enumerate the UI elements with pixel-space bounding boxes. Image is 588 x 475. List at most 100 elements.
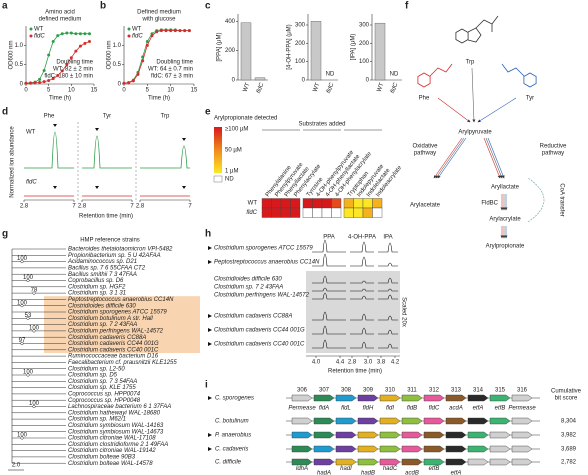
strain-label: Bacillus smithii 7 3 47FAA bbox=[68, 272, 137, 278]
data-point bbox=[136, 72, 140, 76]
highlight bbox=[44, 296, 200, 353]
heatmap-cell bbox=[343, 207, 354, 218]
marker bbox=[208, 246, 212, 250]
heatmap-cell bbox=[331, 207, 342, 218]
gene-arrow bbox=[291, 431, 313, 439]
color-bar bbox=[214, 127, 222, 173]
trace bbox=[378, 277, 398, 284]
marker bbox=[208, 342, 212, 346]
data-point bbox=[51, 39, 55, 43]
gene-arrow bbox=[489, 417, 511, 425]
strain-label: Coprococcus sp. HPP0074 bbox=[68, 391, 141, 397]
data-point bbox=[187, 29, 191, 33]
gene-arrow bbox=[379, 458, 401, 466]
node bbox=[26, 278, 30, 283]
molecule-label: Phe bbox=[419, 96, 430, 102]
heatmap-cell bbox=[290, 207, 301, 218]
heatmap-cell bbox=[290, 198, 301, 209]
peak-arrow bbox=[53, 124, 57, 127]
y-tick-label: 0.5 bbox=[113, 62, 122, 68]
y-tick-label: 0 bbox=[118, 82, 122, 88]
gene-name: fldC bbox=[429, 406, 440, 412]
y-tick-label: 200 bbox=[295, 41, 306, 47]
strain-label: Clostridium cadaveris CC44 001G bbox=[214, 328, 305, 334]
x-tick-label: 5 bbox=[47, 88, 51, 94]
bit-score: 3,982 bbox=[561, 433, 577, 439]
legend-label: ≥100 µM bbox=[225, 127, 248, 133]
y-tick-label: 0 bbox=[20, 82, 24, 88]
strain-label: Lachnospiraceae bacterium 6 1 37FAA bbox=[68, 404, 171, 410]
value-label: ND bbox=[390, 72, 399, 78]
strain-label: Clostridium sp. M62/1 bbox=[68, 417, 126, 423]
heatmap-cell bbox=[312, 198, 323, 209]
trace bbox=[378, 288, 398, 292]
strain-label: Clostridium sp. 7 2 43FAA bbox=[214, 285, 283, 291]
data-point bbox=[122, 81, 126, 85]
gene-arrow bbox=[357, 458, 379, 466]
gene-arrow bbox=[335, 431, 357, 439]
gene-arrow bbox=[357, 445, 379, 453]
node bbox=[26, 373, 30, 377]
marker bbox=[208, 447, 212, 451]
legend-swatch bbox=[29, 27, 33, 31]
data-point bbox=[178, 29, 182, 33]
bootstrap-label: 97 bbox=[19, 338, 26, 344]
heatmap-cell bbox=[362, 207, 373, 218]
y-tick-label: 200 bbox=[225, 48, 236, 54]
y-axis-label: [IPA] (μM) bbox=[351, 34, 357, 61]
x-tick-label: 2.8 bbox=[20, 204, 29, 210]
node bbox=[20, 341, 24, 346]
legend-label: 50 µM bbox=[225, 148, 242, 154]
data-point bbox=[74, 32, 78, 36]
data-point bbox=[42, 68, 46, 72]
pathway-label: Oxidative bbox=[412, 144, 438, 150]
x-axis-label: Time (h) bbox=[49, 96, 71, 102]
x-tick-label: 7 bbox=[72, 204, 76, 210]
node bbox=[20, 436, 24, 440]
panel-letter: h bbox=[205, 229, 211, 240]
marker bbox=[208, 314, 212, 318]
x-tick-label: WT bbox=[377, 82, 386, 93]
gene-name: ldhA bbox=[296, 466, 308, 472]
strain-label: Clostridium sp. D5 bbox=[68, 373, 118, 379]
node bbox=[26, 316, 30, 320]
trace bbox=[350, 341, 374, 349]
pathway-label: Reductive bbox=[540, 144, 567, 150]
bootstrap-label: 53 bbox=[25, 313, 32, 319]
y-tick-label: 100 bbox=[295, 59, 306, 65]
trace bbox=[350, 327, 374, 335]
molecule-label: Arylpyruvate bbox=[458, 130, 492, 136]
node bbox=[20, 304, 24, 308]
ring bbox=[467, 27, 482, 43]
node bbox=[32, 404, 36, 409]
heatmap-cell bbox=[362, 198, 373, 209]
annotation: Doubling time bbox=[56, 60, 93, 66]
strain-label: Clostridium cadaveris CC88A bbox=[68, 335, 146, 341]
annotation: CoA transfer bbox=[558, 183, 564, 216]
gene-arrow bbox=[467, 394, 489, 402]
y-tick-label: 0.5 bbox=[15, 62, 24, 68]
arrow bbox=[471, 67, 476, 123]
gene-arrow bbox=[423, 458, 445, 466]
gene-number: 306 bbox=[297, 388, 308, 394]
gene-arrow bbox=[401, 445, 423, 453]
data-point bbox=[83, 41, 87, 45]
data-point bbox=[56, 73, 60, 77]
strain-label: Clostridium cadaveris CC44 001G bbox=[68, 341, 159, 347]
organism-label: P. anaerobius bbox=[215, 433, 251, 439]
trace bbox=[350, 241, 374, 253]
arrow bbox=[483, 137, 501, 179]
bootstrap-label: 78 bbox=[31, 288, 38, 294]
strain-label: Bacteroides thetaiotaomicron VPI-5482 bbox=[68, 247, 173, 253]
organism-label: C. cadaveris bbox=[215, 447, 248, 453]
legend-swatch bbox=[127, 34, 131, 38]
gene-arrow bbox=[445, 431, 467, 439]
enzyme-label: FldBC bbox=[481, 201, 498, 207]
bit-score: 8,304 bbox=[561, 419, 577, 425]
data-point bbox=[169, 29, 173, 33]
x-tick-label: 10 bbox=[167, 88, 174, 94]
data-point bbox=[78, 44, 82, 48]
gene-arrow bbox=[335, 445, 357, 453]
data-point bbox=[38, 80, 42, 84]
